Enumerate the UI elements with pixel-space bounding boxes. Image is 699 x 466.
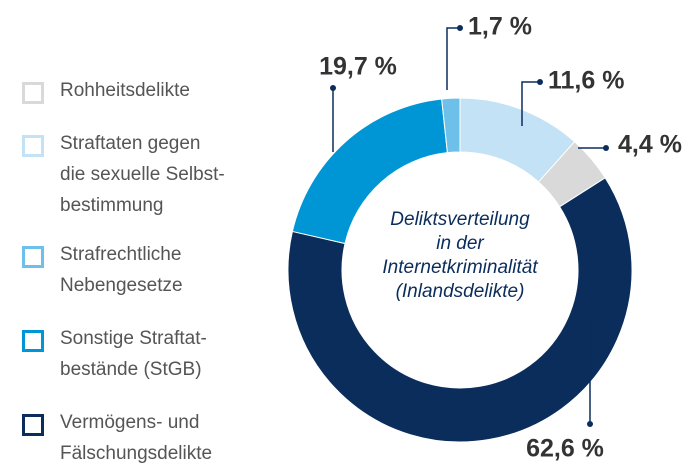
legend-swatch [22, 82, 44, 104]
legend-swatch [22, 246, 44, 268]
legend-label: Sonstige Straftat- bestände (StGB) [60, 328, 207, 380]
leader-dot [537, 79, 543, 85]
value-label: 11,6 % [548, 67, 624, 95]
value-label: 1,7 % [468, 13, 532, 41]
leader-dot [587, 421, 593, 427]
value-label: 4,4 % [618, 131, 682, 159]
legend-swatch [22, 330, 44, 352]
legend-label: Vermögens- und Fälschungsdelikte [60, 412, 213, 464]
legend-label: Strafrechtliche Nebengesetze [60, 244, 183, 296]
donut-segment [441, 97, 461, 154]
legend-swatch [22, 414, 44, 436]
value-label: 62,6 % [526, 435, 604, 463]
legend-label: Straftaten gegen die sexuelle Selbst- be… [60, 133, 225, 216]
leader-dot [457, 25, 463, 31]
legend-label: Rohheitsdelikte [60, 80, 190, 101]
leader-dot [603, 145, 609, 151]
leader-line [521, 81, 540, 126]
leader-line [446, 27, 460, 90]
value-label: 19,7 % [319, 53, 397, 81]
chart-title: Deliktsverteilung in der Internetkrimina… [382, 209, 538, 302]
donut-segment [287, 177, 633, 443]
leader-dot [330, 85, 336, 91]
legend-swatch [22, 135, 44, 157]
